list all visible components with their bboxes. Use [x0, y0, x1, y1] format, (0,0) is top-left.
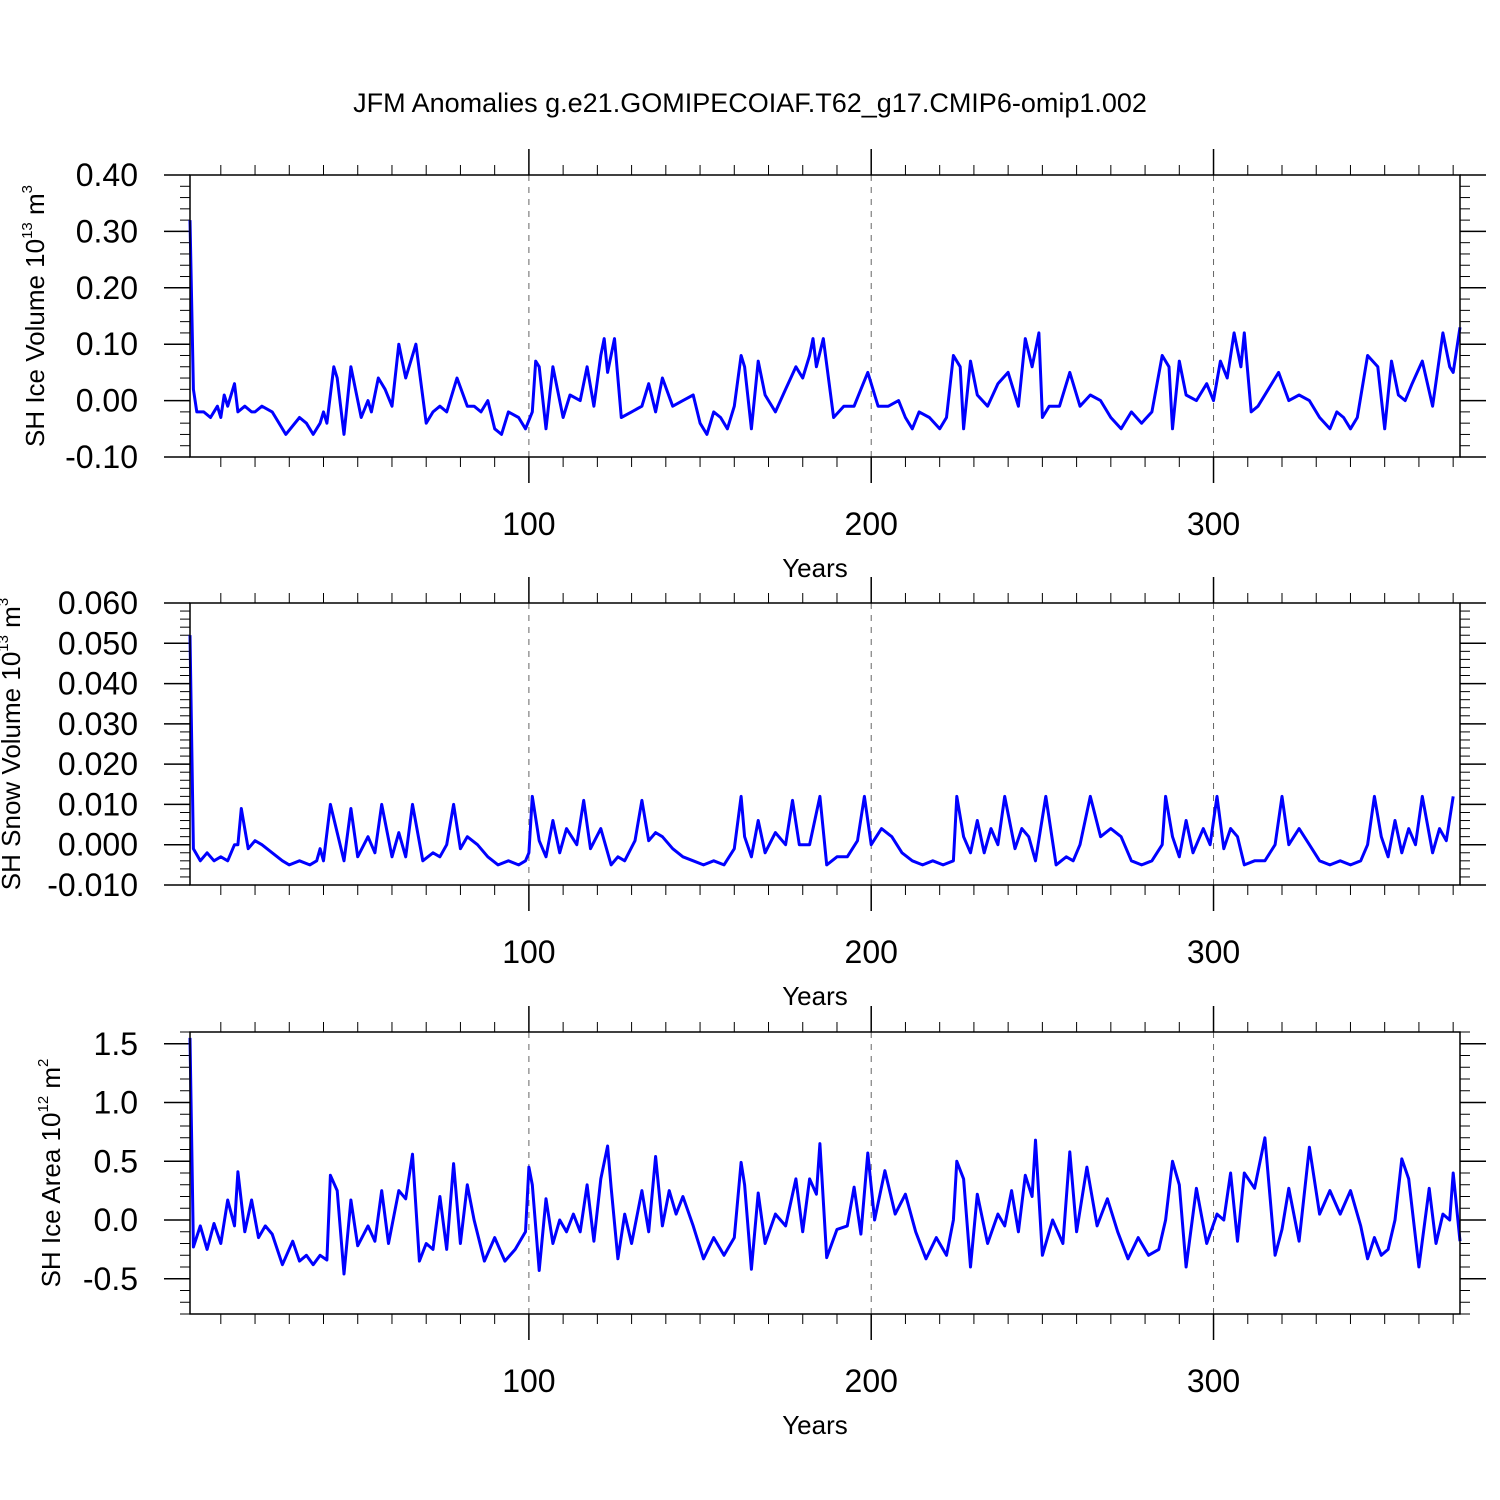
x-tick-label-300: 300 — [1187, 506, 1240, 542]
y-tick-label: 0.020 — [58, 746, 138, 782]
plot-frame — [189, 1031, 1461, 1315]
panel-1: 100 200 300 0.40 0.30 0.20 0.10 0.00 -0.10 Years S… — [19, 149, 1486, 583]
y-tick-label: 0.010 — [58, 786, 138, 822]
plot-frame — [189, 602, 1461, 886]
y-axis-label: SH Snow Volume 1013 m3 — [0, 598, 26, 890]
x-tick-label-100: 100 — [502, 934, 555, 970]
x-tick-label-100: 100 — [502, 506, 555, 542]
y-tick-label: 0.5 — [94, 1143, 138, 1179]
x-tick-label-200: 200 — [845, 934, 898, 970]
y-tick-label: 1.5 — [94, 1026, 138, 1062]
y-tick-label: 0.000 — [58, 827, 138, 863]
panel-3: 100 200 300 1.5 1.0 0.5 0.0 -0.5 Years SH Ice Are… — [35, 1006, 1486, 1440]
x-tick-label-100: 100 — [502, 1363, 555, 1399]
y-tick-label: 0.30 — [76, 213, 138, 249]
x-tick-label-200: 200 — [845, 1363, 898, 1399]
y-tick-label: 0.20 — [76, 270, 138, 306]
panel-2: 100 200 300 0.060 0.050 0.040 0.030 0.020 0.010 0… — [0, 577, 1486, 1011]
y-axis-label: SH Ice Area 1012 m2 — [35, 1059, 66, 1288]
y-tick-label: 0.040 — [58, 666, 138, 702]
chart-title: JFM Anomalies g.e21.GOMIPECOIAF.T62_g17.… — [353, 88, 1147, 118]
y-tick-label: 0.40 — [76, 157, 138, 193]
x-axis-label: Years — [782, 1410, 848, 1440]
y-tick-label: 1.0 — [94, 1085, 138, 1121]
x-axis-label: Years — [782, 981, 848, 1011]
x-tick-label-300: 300 — [1187, 1363, 1240, 1399]
y-tick-label: 0.050 — [58, 625, 138, 661]
x-tick-label-300: 300 — [1187, 934, 1240, 970]
x-axis-label: Years — [782, 553, 848, 583]
y-tick-label: 0.10 — [76, 326, 138, 362]
y-tick-label: -0.010 — [47, 867, 138, 903]
plot-frame — [189, 174, 1461, 458]
series-line-3-1 — [188, 1037, 1462, 1276]
y-tick-label: 0.060 — [58, 585, 138, 621]
y-tick-label: 0.030 — [58, 706, 138, 742]
series-line-1-1 — [188, 220, 1462, 436]
y-axis-label: SH Ice Volume 1013 m3 — [19, 185, 50, 447]
y-tick-label: 0.0 — [94, 1202, 138, 1238]
series-line-2-1 — [188, 635, 1455, 867]
y-tick-label: -0.5 — [83, 1261, 138, 1297]
y-tick-label: -0.10 — [65, 439, 138, 475]
x-tick-label-200: 200 — [845, 506, 898, 542]
y-tick-label: 0.00 — [76, 383, 138, 419]
